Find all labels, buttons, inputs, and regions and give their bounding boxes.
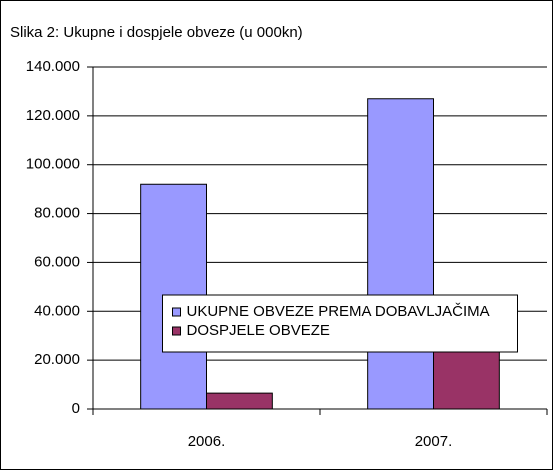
x-tick-label: 2006.	[188, 433, 226, 450]
y-tick-label: 0	[72, 400, 80, 417]
y-tick-label: 80.000	[34, 205, 80, 222]
y-tick-label: 20.000	[34, 351, 80, 368]
y-tick-label: 60.000	[34, 253, 80, 270]
legend-label: DOSPJELE OBVEZE	[187, 322, 330, 339]
y-tick-label: 40.000	[34, 302, 80, 319]
y-tick-label: 120.000	[26, 107, 80, 124]
legend-label: UKUPNE OBVEZE PREMA DOBAVLJAČIMA	[187, 303, 490, 320]
bar	[433, 347, 500, 410]
chart-title: Slika 2: Ukupne i dospjele obveze (u 000…	[10, 24, 303, 41]
legend-swatch	[172, 326, 181, 336]
bar	[206, 392, 273, 410]
y-tick-label: 100.000	[26, 156, 80, 173]
bar	[367, 98, 435, 410]
y-tick-label: 140.000	[26, 58, 80, 75]
legend-box	[162, 294, 518, 353]
x-tick-label: 2007.	[415, 433, 453, 450]
legend-swatch	[172, 307, 181, 317]
